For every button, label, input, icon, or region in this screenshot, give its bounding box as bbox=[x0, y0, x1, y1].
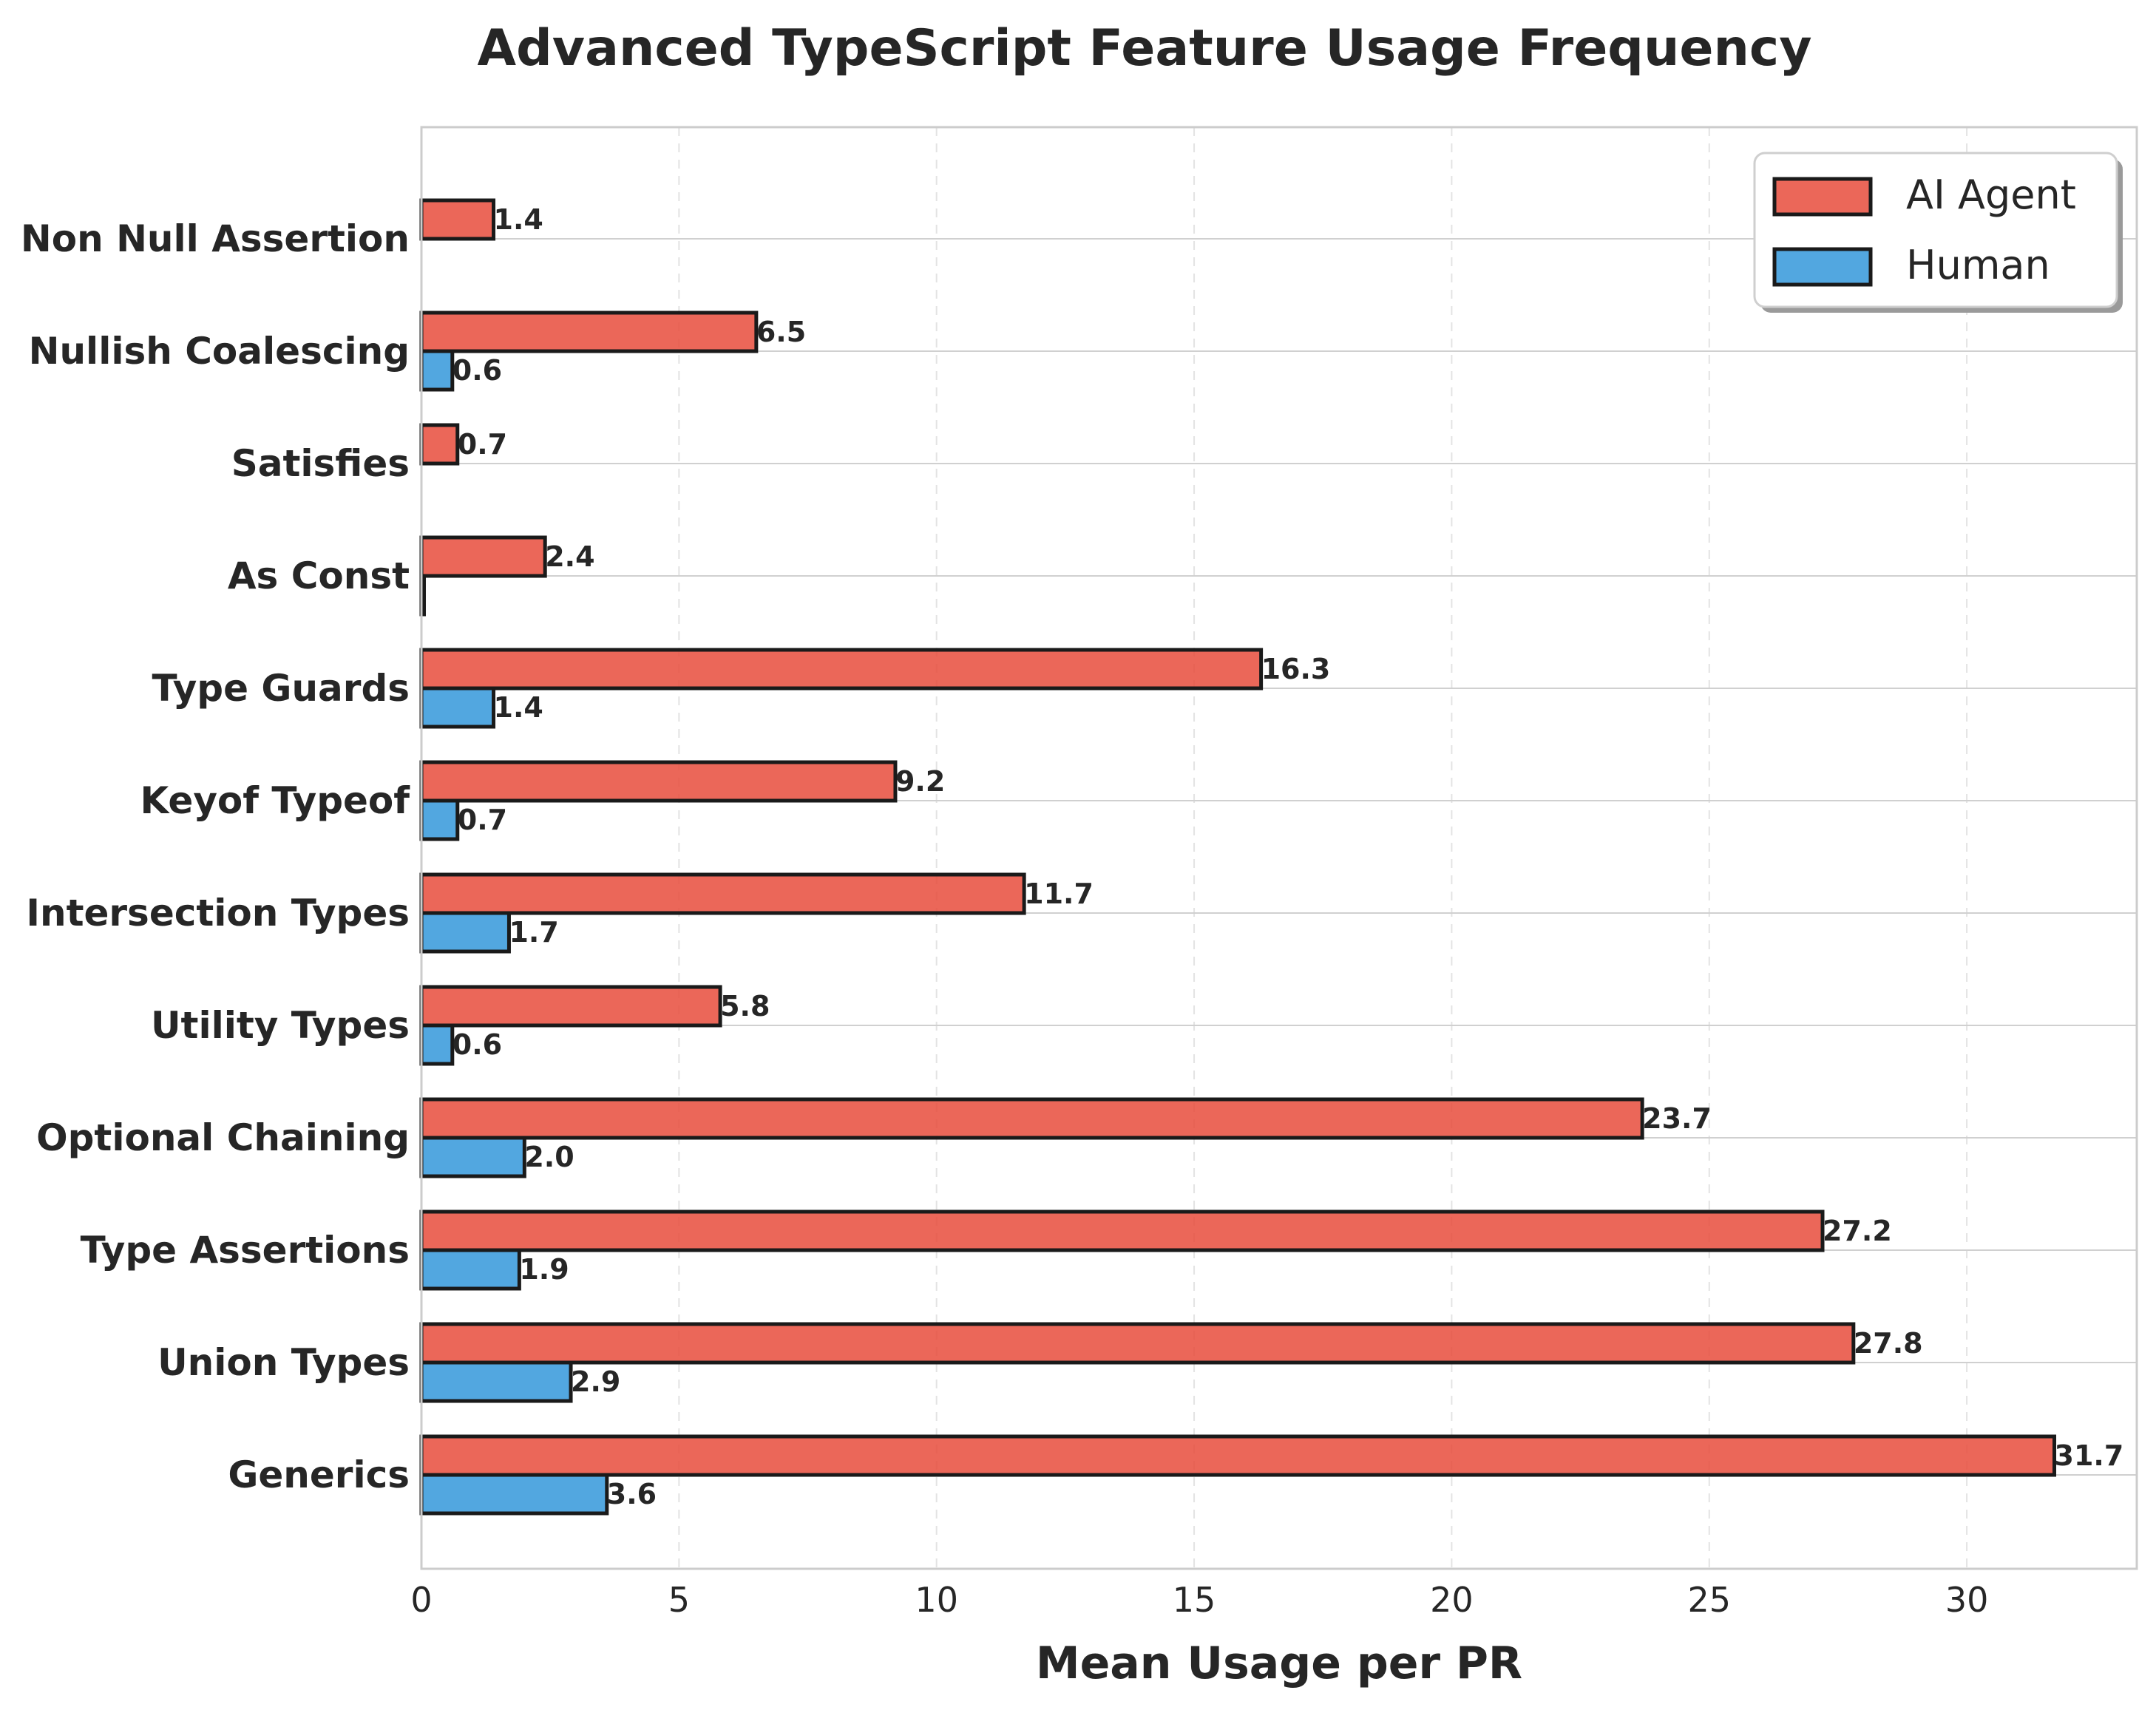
x-tick-label: 25 bbox=[1687, 1580, 1731, 1620]
bar-ai-agent bbox=[419, 1322, 1856, 1365]
bar-human bbox=[419, 1023, 455, 1066]
x-axis-label: Mean Usage per PR bbox=[1036, 1638, 1522, 1689]
y-tick-label: Type Assertions bbox=[81, 1229, 410, 1272]
bar-ai-agent bbox=[419, 872, 1026, 915]
y-tick-labels: Non Null Assertion Nullish Coalescing Sati… bbox=[21, 217, 410, 1496]
x-tick-label: 5 bbox=[668, 1580, 690, 1620]
bar-human bbox=[419, 1136, 526, 1178]
data-label-human: 0.7 bbox=[458, 804, 507, 836]
data-label-ai-agent: 27.2 bbox=[1823, 1215, 1892, 1247]
bar-human bbox=[419, 1248, 521, 1291]
data-label-ai-agent: 23.7 bbox=[1642, 1102, 1712, 1135]
y-tick-label: Type Guards bbox=[152, 667, 410, 710]
bar-human bbox=[419, 349, 455, 392]
bar-human bbox=[419, 798, 460, 841]
data-label-human: 2.0 bbox=[524, 1141, 574, 1173]
data-label-ai-agent: 31.7 bbox=[2055, 1439, 2124, 1472]
bar-ai-agent bbox=[419, 1434, 2057, 1477]
bar-ai-agent bbox=[419, 1209, 1825, 1252]
x-tick-label: 30 bbox=[1945, 1580, 1989, 1620]
bar-ai-agent bbox=[419, 198, 496, 241]
data-label-human: 1.7 bbox=[509, 916, 558, 949]
y-tick-label: Utility Types bbox=[151, 1004, 410, 1047]
y-tick-label: Generics bbox=[228, 1453, 410, 1496]
y-tick-label: Satisfies bbox=[231, 442, 410, 485]
data-label-ai-agent: 2.4 bbox=[545, 540, 594, 573]
data-label-ai-agent: 6.5 bbox=[756, 316, 806, 348]
data-label-human: 1.4 bbox=[494, 691, 543, 724]
data-label-human: 0.6 bbox=[452, 1028, 502, 1061]
y-tick-label: Intersection Types bbox=[26, 892, 410, 934]
x-tick-label: 15 bbox=[1173, 1580, 1216, 1620]
x-gridlines bbox=[678, 127, 1968, 1569]
data-label-ai-agent: 11.7 bbox=[1024, 878, 1094, 910]
data-label-human: 3.6 bbox=[607, 1478, 657, 1510]
data-label-human: 1.9 bbox=[519, 1253, 569, 1286]
legend: AI Agent Human bbox=[1753, 152, 2123, 313]
bar-ai-agent bbox=[419, 1097, 1644, 1140]
legend-label: AI Agent bbox=[1906, 172, 2076, 218]
data-label-human: 2.9 bbox=[571, 1365, 620, 1398]
bar-ai-agent bbox=[419, 535, 547, 578]
bar-ai-agent bbox=[419, 311, 759, 353]
y-tick-label: Non Null Assertion bbox=[21, 217, 410, 260]
x-tick-label: 10 bbox=[915, 1580, 958, 1620]
data-label-ai-agent: 9.2 bbox=[895, 765, 945, 798]
chart-title: Advanced TypeScript Feature Usage Freque… bbox=[477, 19, 1811, 78]
bar-human bbox=[419, 1360, 573, 1403]
x-tick-labels: 0 5 10 15 20 25 30 bbox=[410, 1580, 1988, 1620]
bar-human bbox=[419, 1473, 609, 1516]
legend-label: Human bbox=[1906, 242, 2050, 288]
y-tick-label: As Const bbox=[228, 554, 410, 597]
bar-ai-agent bbox=[419, 760, 898, 803]
data-label-ai-agent: 27.8 bbox=[1854, 1327, 1923, 1360]
legend-swatch bbox=[1772, 177, 1873, 217]
x-tick-label: 0 bbox=[410, 1580, 432, 1620]
data-label-ai-agent: 0.7 bbox=[458, 428, 507, 461]
bar-human bbox=[419, 911, 511, 954]
data-label-human: 0.6 bbox=[452, 354, 502, 387]
bar-ai-agent bbox=[419, 423, 460, 466]
data-label-ai-agent: 16.3 bbox=[1261, 653, 1331, 685]
y-tick-label: Nullish Coalescing bbox=[29, 330, 410, 373]
data-label-ai-agent: 5.8 bbox=[720, 990, 770, 1022]
y-tick-label: Union Types bbox=[157, 1341, 410, 1384]
bars bbox=[419, 198, 2057, 1516]
legend-swatch bbox=[1772, 247, 1873, 287]
plot-frame bbox=[420, 126, 2138, 1570]
data-labels: 1.4 6.5 0.6 0.7 2.4 16.3 1.4 9.2 0.7 11.7 1.7 5.8 0.… bbox=[452, 203, 2123, 1510]
bar-ai-agent bbox=[419, 985, 722, 1028]
y-tick-label: Keyof Typeof bbox=[140, 779, 411, 822]
bar-ai-agent bbox=[419, 648, 1264, 691]
bar-human bbox=[419, 686, 496, 729]
y-tick-label: Optional Chaining bbox=[36, 1116, 410, 1159]
x-tick-label: 20 bbox=[1430, 1580, 1474, 1620]
data-label-ai-agent: 1.4 bbox=[494, 203, 543, 236]
